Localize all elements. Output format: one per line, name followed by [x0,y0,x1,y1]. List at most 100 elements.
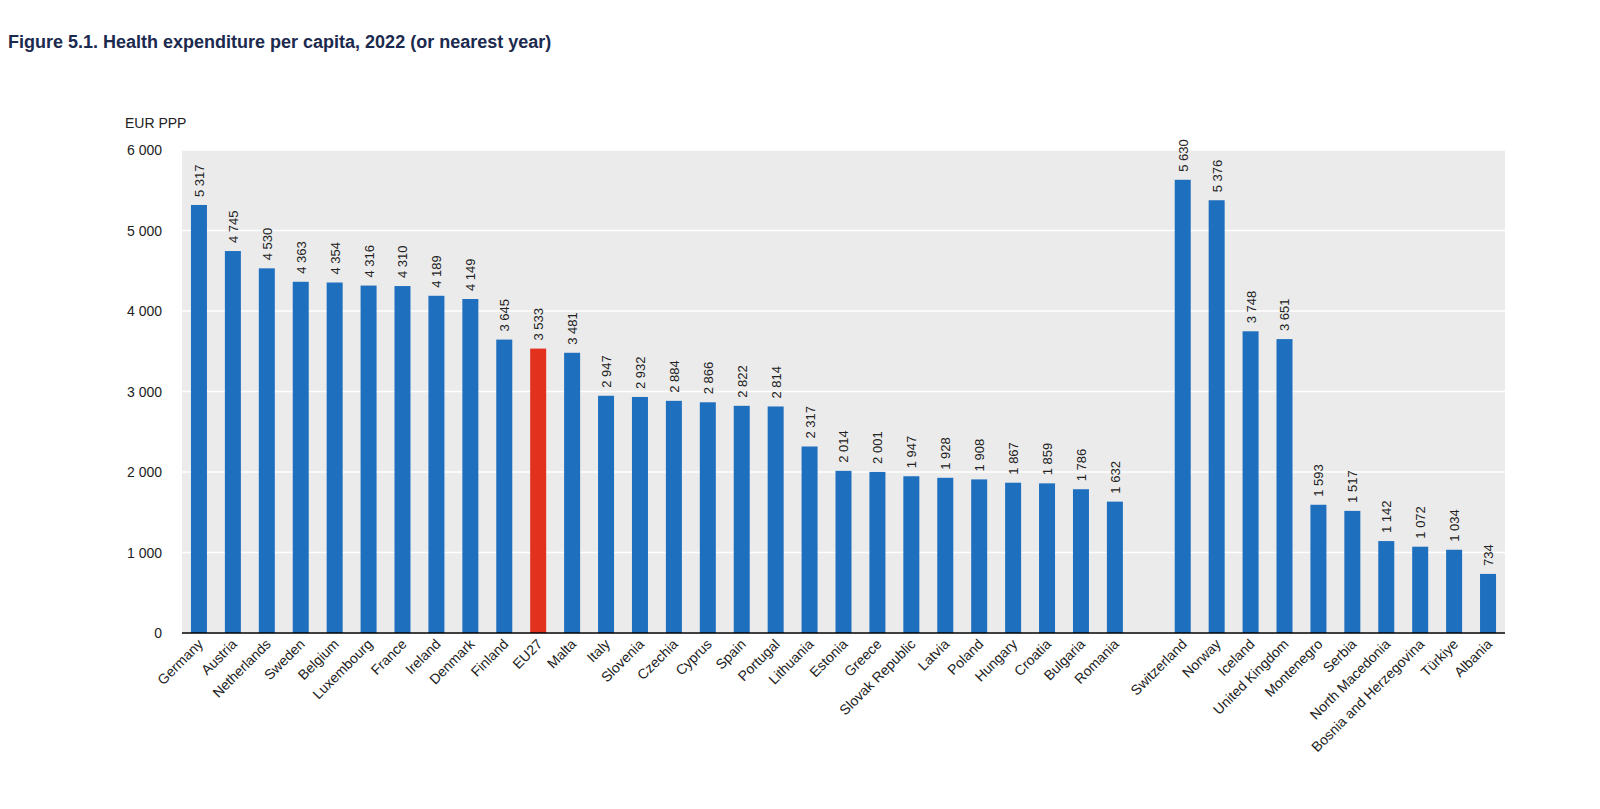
bar [802,446,818,633]
grid-line [182,310,1505,312]
data-label: 5 630 [1176,139,1191,172]
bar [395,286,411,633]
x-tick-label: Romania [1071,636,1122,687]
data-label: 3 481 [565,312,580,345]
chart: Figure 5.1. Health expenditure per capit… [0,0,1600,809]
x-tick-label: Lithuania [765,636,817,688]
x-tick-label: Malta [544,636,580,672]
bar [1107,502,1123,633]
data-label: 3 645 [497,299,512,332]
data-label: 1 034 [1447,509,1462,542]
bar [869,472,885,633]
data-label: 1 786 [1074,449,1089,482]
x-tick-label: Cyprus [672,636,715,679]
x-tick-label: EU27 [509,636,545,672]
data-label: 5 317 [192,164,207,197]
data-label: 4 316 [362,245,377,278]
data-label: 2 947 [599,355,614,388]
plot-background [182,150,1505,633]
bar [428,296,444,633]
bar [462,299,478,633]
data-label: 1 593 [1311,464,1326,497]
bar [768,406,784,633]
y-tick-label: 0 [154,625,162,641]
data-label: 5 376 [1210,160,1225,193]
x-tick-label: Montenegro [1261,636,1325,700]
bar [259,268,275,633]
data-label: 4 189 [429,255,444,288]
y-tick-label: 5 000 [127,223,162,239]
grid-line [182,391,1505,393]
data-label: 1 947 [904,436,919,469]
data-label: 2 866 [701,362,716,395]
data-label: 1 859 [1040,443,1055,476]
x-tick-label: Albania [1451,636,1495,680]
bar [903,476,919,633]
bar [1412,547,1428,633]
grid-line [182,149,1505,151]
bar [496,340,512,633]
bar [666,401,682,633]
bar [632,397,648,633]
bar [327,283,343,633]
x-tick-label: Estonia [806,636,850,680]
data-label: 1 142 [1379,501,1394,534]
bar [225,251,241,633]
x-tick-label: Czechia [634,636,681,683]
data-label: 3 533 [531,308,546,341]
x-tick-label: Italy [584,636,613,665]
title: Figure 5.1. Health expenditure per capit… [8,32,551,52]
data-label: 1 928 [938,437,953,470]
data-label: 1 517 [1345,470,1360,503]
bar [598,396,614,633]
y-axis-label: EUR PPP [125,115,186,131]
x-tick-label: Luxembourg [309,636,375,702]
data-label: 1 072 [1413,506,1428,539]
bar [1175,180,1191,633]
grid-line [182,632,1505,634]
bar [1446,550,1462,633]
data-label: 2 014 [837,430,852,463]
data-label: 4 530 [260,228,275,261]
x-axis-line [182,632,1505,634]
bar [191,205,207,633]
data-label: 734 [1481,544,1496,566]
y-tick-label: 3 000 [127,384,162,400]
data-label: 4 363 [294,241,309,274]
bar [937,478,953,633]
y-tick-label: 2 000 [127,464,162,480]
data-label: 4 310 [396,245,411,278]
bar [836,471,852,633]
data-label: 2 932 [633,356,648,389]
bar [700,402,716,633]
bar [1005,483,1021,633]
bar [1378,541,1394,633]
x-tick-label: Hungary [972,636,1021,685]
data-label: 2 317 [803,406,818,439]
data-label: 1 632 [1108,461,1123,494]
bar [1243,331,1259,633]
data-label: 4 149 [463,258,478,291]
x-tick-label: France [367,636,409,678]
y-tick-label: 1 000 [127,545,162,561]
data-label: 2 884 [667,360,682,393]
x-tick-label: Slovak Republic [836,636,918,718]
data-label: 4 354 [328,242,343,275]
bar [564,353,580,633]
bar [1039,483,1055,633]
data-label: 4 745 [226,210,241,243]
x-tick-label: Denmark [426,635,478,687]
data-label: 2 001 [870,431,885,464]
bar [971,479,987,633]
data-label: 2 822 [735,365,750,398]
data-label: 3 651 [1278,299,1293,332]
data-label: 1 908 [972,439,987,472]
bar [734,406,750,633]
bars [191,180,1496,633]
x-tick-label: Norway [1179,636,1224,681]
y-tick-label: 4 000 [127,303,162,319]
data-label: 3 748 [1244,291,1259,324]
x-tick-label: Finland [468,636,512,680]
data-label: 2 814 [769,366,784,399]
x-tick-label: Germany [154,636,206,688]
